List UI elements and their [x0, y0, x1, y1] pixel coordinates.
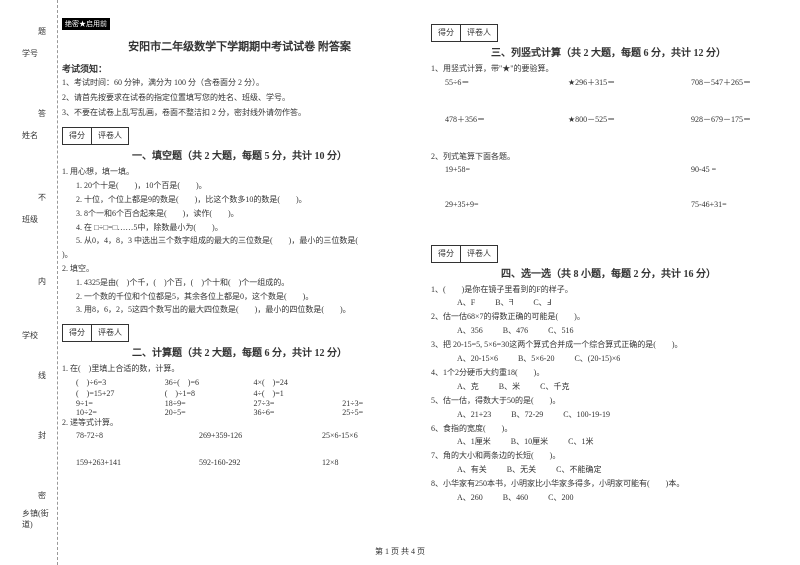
mc-question: 4、1个2分硬币大约重18( )。: [431, 367, 786, 380]
page-content: 绝密★启用前 安阳市二年级数学下学期期中考试试卷 附答案 考试须知： 1、考试时…: [62, 18, 786, 541]
calc-row: 159+263+141 592-160-292 12×8: [62, 458, 417, 467]
calc-row: 478＋356＝ ★800－525＝ 928－679－175＝: [431, 114, 786, 125]
grader-cell: 评卷人: [461, 24, 498, 42]
margin-hint: 不: [38, 192, 46, 203]
score-box: 得分 评卷人: [62, 324, 417, 342]
page-footer: 第 1 页 共 4 页: [0, 546, 800, 557]
calc-row: ( )=15+27 ( )÷1=8 4÷( )=1: [62, 388, 417, 399]
margin-hint: 密: [38, 490, 46, 501]
question-item: 2. 一个数的千位和个位都是5，其余各位上都是0，这个数是( )。: [62, 291, 417, 304]
mc-question: 2、估一估68×7的得数正确的可能是( )。: [431, 311, 786, 324]
question-tail: )。: [62, 249, 417, 262]
notice-head: 考试须知：: [62, 62, 417, 75]
field-label: 姓名: [22, 130, 38, 141]
mc-question: 1、( )是你在镜子里看到的F的样子。: [431, 284, 786, 297]
calc-row: 55÷6＝ ★296＋315＝ 708－547＋265＝: [431, 77, 786, 88]
field-label: 学号: [22, 48, 38, 59]
section-title: 一、填空题（共 2 大题，每题 5 分，共计 10 分）: [62, 147, 417, 162]
grader-cell: 评卷人: [92, 324, 129, 342]
mc-question: 6、食指的宽度( )。: [431, 423, 786, 436]
mc-question: 3、把 20-15=5, 5×6=30这两个算式合并成一个综合算式正确的是( )…: [431, 339, 786, 352]
question-item: 3. 8个一和6个百合起来是( )，读作( )。: [62, 208, 417, 221]
score-cell: 得分: [62, 324, 92, 342]
section-title: 二、计算题（共 2 大题，每题 6 分，共计 12 分）: [62, 344, 417, 359]
calc-row: 9÷1= 18÷9= 27÷3= 21÷3=: [62, 399, 417, 408]
field-label: 学校: [22, 330, 38, 341]
mc-options: A、克 B、米 C、千克: [431, 381, 786, 392]
question-item: 3. 用8，6，2，5这四个数写出的最大四位数是( )，最小的四位数是( )。: [62, 304, 417, 317]
mc-options: A、21+23 B、72-29 C、100-19-19: [431, 409, 786, 420]
mc-options: A、356 B、476 C、516: [431, 325, 786, 336]
score-box: 得分 评卷人: [431, 24, 786, 42]
question-item: 5. 从0，4，8，3 中选出三个数字组成的最大的三位数是( )，最小的三位数是…: [62, 235, 417, 248]
score-cell: 得分: [62, 127, 92, 145]
paper-title: 安阳市二年级数学下学期期中考试试卷 附答案: [62, 38, 417, 54]
margin-hint: 封: [38, 430, 46, 441]
score-cell: 得分: [431, 245, 461, 263]
left-column: 绝密★启用前 安阳市二年级数学下学期期中考试试卷 附答案 考试须知： 1、考试时…: [62, 18, 417, 541]
mc-options: A、有关 B、无关 C、不能确定: [431, 464, 786, 475]
binding-margin: 题 学号 答 姓名 不 班级 内 学校 线 封 密 乡镇(街道): [0, 0, 58, 565]
question: 1、用竖式计算，带"★"的要验算。: [431, 63, 786, 76]
score-box: 得分 评卷人: [62, 127, 417, 145]
secret-tag: 绝密★启用前: [62, 18, 110, 30]
question: 1. 用心想，填一填。: [62, 166, 417, 179]
question-item: 2. 十位，个位上都是9的数是( )，比这个数多10的数是( )。: [62, 194, 417, 207]
margin-hint: 题: [38, 26, 46, 37]
margin-hint: 内: [38, 276, 46, 287]
score-box: 得分 评卷人: [431, 245, 786, 263]
question: 2. 填空。: [62, 263, 417, 276]
field-label: 乡镇(街道): [22, 508, 57, 530]
question-item: 1. 4325是由( )个千，( )个百，( )个十和( )个一组成的。: [62, 277, 417, 290]
question: 1. 在( )里填上合适的数，计算。: [62, 363, 417, 376]
right-column: 得分 评卷人 三、列竖式计算（共 2 大题，每题 6 分，共计 12 分） 1、…: [431, 18, 786, 541]
grader-cell: 评卷人: [461, 245, 498, 263]
margin-hint: 线: [38, 370, 46, 381]
notice-item: 2、请首先按要求在试卷的指定位置填写您的姓名、班级、学号。: [62, 92, 417, 105]
calc-row: 78-72÷8 269+359-126 25×6-15×6: [62, 431, 417, 440]
mc-question: 5、估一估，得数大于50的是( )。: [431, 395, 786, 408]
question: 2. 递等式计算。: [62, 417, 417, 430]
field-label: 班级: [22, 214, 38, 225]
calc-row: 10÷2= 20÷5= 36÷6= 25÷5=: [62, 408, 417, 417]
calc-row: 19+58= 90-45 =: [431, 165, 786, 174]
mc-options: A、20-15×6 B、5×6-20 C、(20-15)×6: [431, 353, 786, 364]
calc-row: ( )÷6=3 36÷( )=6 4×( )=24: [62, 377, 417, 388]
score-cell: 得分: [431, 24, 461, 42]
mc-options: A、260 B、460 C、200: [431, 492, 786, 503]
mc-question: 7、角的大小和两条边的长短( )。: [431, 450, 786, 463]
question: 2、列式笔算下面各题。: [431, 151, 786, 164]
section-title: 四、选一选（共 8 小题，每题 2 分，共计 16 分）: [431, 265, 786, 280]
calc-row: 29+35+9= 75-46+31=: [431, 200, 786, 209]
notice-item: 3、不要在试卷上乱写乱画，卷面不整洁扣 2 分，密封线外请勿作答。: [62, 107, 417, 120]
mc-options: A、F B、ᖷ C、Ⅎ: [431, 297, 786, 308]
mc-question: 8、小华家有250本书，小明家比小华家多得多，小明家可能有( )本。: [431, 478, 786, 491]
notice-item: 1、考试时间：60 分钟，满分为 100 分（含卷面分 2 分）。: [62, 77, 417, 90]
grader-cell: 评卷人: [92, 127, 129, 145]
section-title: 三、列竖式计算（共 2 大题，每题 6 分，共计 12 分）: [431, 44, 786, 59]
question-item: 1. 20个十是( )，10个百是( )。: [62, 180, 417, 193]
mc-options: A、1厘米 B、10厘米 C、1米: [431, 436, 786, 447]
question-item: 4. 在 □÷□=□……5中，除数最小为( )。: [62, 222, 417, 235]
margin-hint: 答: [38, 108, 46, 119]
